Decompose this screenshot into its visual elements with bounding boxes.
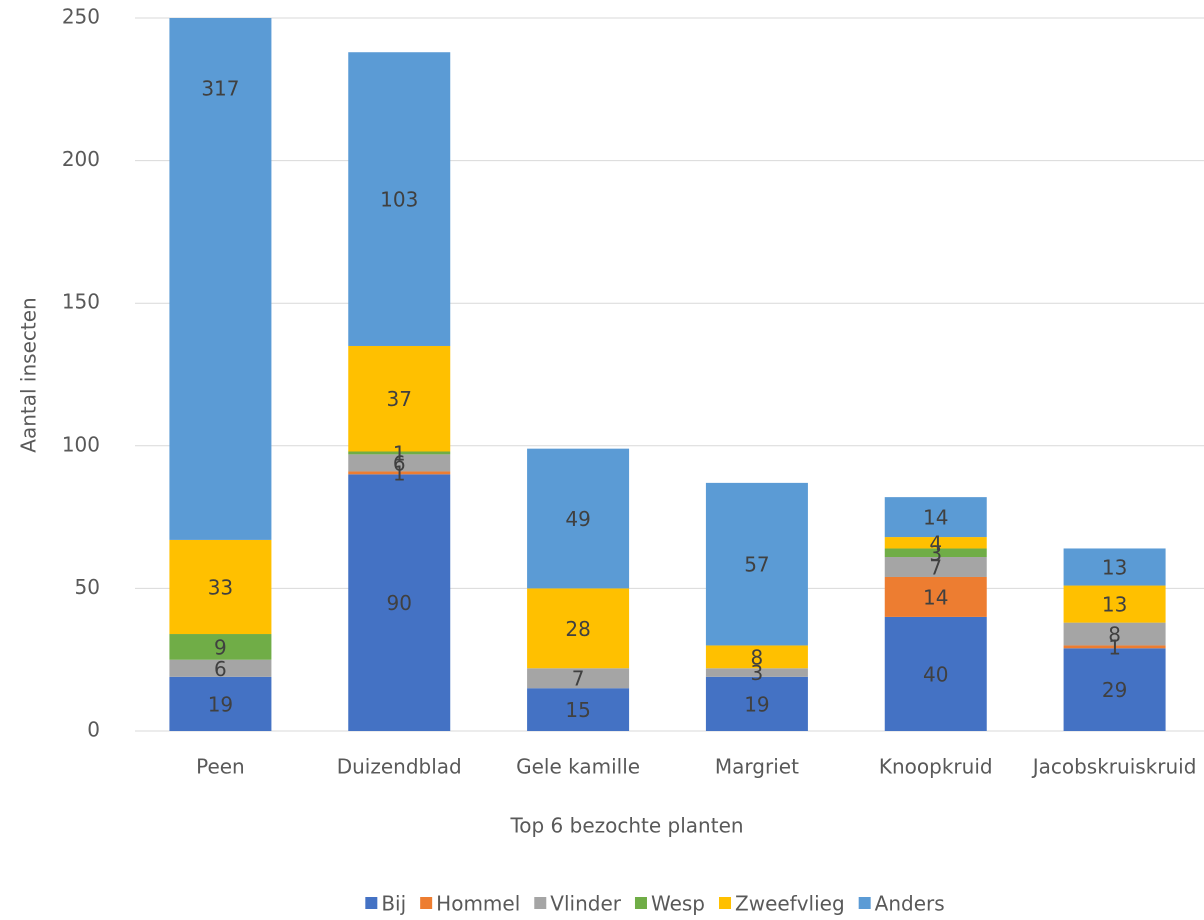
data-label: 40 xyxy=(923,662,948,686)
bar-segment xyxy=(705,668,808,677)
bar-segment xyxy=(348,345,451,452)
x-tick-label: Peen xyxy=(196,755,245,779)
bar-segment xyxy=(1063,645,1166,649)
bars xyxy=(169,18,1166,731)
data-label: 1 xyxy=(1108,635,1121,659)
data-label: 103 xyxy=(380,188,418,212)
grid: 0 50 100 150 200 250 xyxy=(62,5,1204,742)
y-tick-label: 200 xyxy=(62,147,100,171)
bar-segment xyxy=(348,454,451,472)
data-label: 57 xyxy=(744,553,769,577)
legend-swatch xyxy=(634,897,647,909)
data-label: 28 xyxy=(565,617,590,641)
data-label: 6 xyxy=(393,451,406,475)
data-label: 29 xyxy=(1102,678,1127,702)
bar-segment xyxy=(1063,622,1166,646)
bar-segment xyxy=(169,659,272,677)
legend: Bij Hommel Vlinder Wesp Zweefvlieg Anders xyxy=(365,892,945,916)
bar-segment xyxy=(348,451,451,455)
bar-segment xyxy=(527,588,630,669)
bar-segment xyxy=(884,557,987,577)
x-tick-label: Duizendblad xyxy=(337,755,462,779)
bar-segment xyxy=(169,634,272,660)
x-axis-title: Top 6 bezochte planten xyxy=(509,814,743,838)
y-tick-label: 100 xyxy=(62,432,100,456)
bar-segment xyxy=(884,497,987,538)
legend-label: Anders xyxy=(875,892,945,916)
data-label: 15 xyxy=(565,698,590,722)
data-label: 9 xyxy=(214,635,227,659)
bar-segment xyxy=(1063,548,1166,586)
bar-segment xyxy=(705,676,808,731)
data-label: 6 xyxy=(214,657,227,681)
y-axis-title: Aantal insecten xyxy=(17,297,41,452)
data-label: 1 xyxy=(393,461,406,485)
y-tick-label: 250 xyxy=(62,5,100,29)
data-label: 3 xyxy=(929,541,942,565)
bar-segment xyxy=(884,548,987,558)
x-tick-label: Knoopkruid xyxy=(879,755,993,779)
bar-segment xyxy=(884,576,987,617)
data-label: 37 xyxy=(387,387,412,411)
legend-swatch xyxy=(858,897,871,909)
bar-segment xyxy=(884,616,987,731)
y-tick-label: 0 xyxy=(87,718,100,742)
data-label: 1 xyxy=(393,441,406,465)
legend-swatch xyxy=(420,897,433,909)
data-label: 8 xyxy=(751,645,764,669)
legend-label: Bij xyxy=(381,892,406,916)
data-label: 14 xyxy=(923,506,948,530)
y-tick-label: 50 xyxy=(75,575,100,599)
legend-swatch xyxy=(719,897,732,909)
x-tick-label: Jacobskruiskruid xyxy=(1031,755,1197,779)
data-label: 19 xyxy=(744,692,769,716)
bar-segment xyxy=(348,52,451,346)
data-label: 3 xyxy=(751,661,764,685)
bar-segment xyxy=(884,537,987,549)
data-label: 90 xyxy=(387,591,412,615)
bar-segment xyxy=(348,471,451,475)
legend-label: Wesp xyxy=(651,892,705,916)
legend-swatch xyxy=(534,897,547,909)
data-label: 317 xyxy=(201,76,239,100)
data-label: 19 xyxy=(208,692,233,716)
data-label: 13 xyxy=(1102,593,1127,617)
legend-label: Vlinder xyxy=(550,892,621,916)
data-label: 8 xyxy=(1108,623,1121,647)
bar-segment xyxy=(348,474,451,731)
bar-segment xyxy=(169,539,272,635)
x-tick-label: Margriet xyxy=(715,755,799,779)
y-tick-label: 150 xyxy=(62,290,100,314)
bar-segment xyxy=(169,676,272,731)
data-label: 33 xyxy=(208,575,233,599)
data-label: 7 xyxy=(929,556,942,580)
legend-label: Zweefvlieg xyxy=(735,892,845,916)
bar-segment xyxy=(527,668,630,689)
legend-swatch xyxy=(365,897,378,909)
legend-label: Hommel xyxy=(436,892,520,916)
bar-segment xyxy=(1063,585,1166,623)
bar-segment xyxy=(705,645,808,669)
data-label: 13 xyxy=(1102,556,1127,580)
bar-segment xyxy=(169,18,272,540)
bar-segment xyxy=(527,688,630,731)
bar-segment xyxy=(1063,648,1166,731)
data-label: 49 xyxy=(565,507,590,531)
bar-segment xyxy=(527,448,630,589)
bar-segment xyxy=(705,482,808,646)
data-label: 7 xyxy=(572,667,585,691)
data-label: 4 xyxy=(929,531,942,555)
data-label: 14 xyxy=(923,585,948,609)
x-tick-label: Gele kamille xyxy=(516,755,640,779)
